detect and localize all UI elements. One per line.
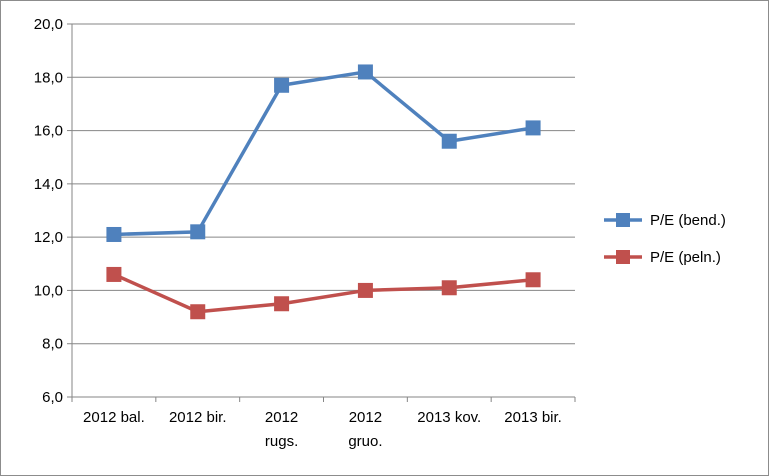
data-point-marker <box>274 77 290 93</box>
legend-marker <box>616 250 630 264</box>
data-point-marker <box>106 226 122 242</box>
x-tick-label: 2012 rugs. <box>265 409 298 450</box>
data-point-marker <box>525 120 541 136</box>
y-tick-label: 18,0 <box>34 69 63 86</box>
series-line <box>113 272 534 314</box>
legend: P/E (bend.) P/E (peln.) <box>604 212 726 266</box>
x-tick-label: 2012 bir. <box>169 409 227 426</box>
legend-label: P/E (bend.) <box>650 212 726 229</box>
axes <box>67 23 576 402</box>
x-tick-label-line: 2013 kov. <box>417 409 481 426</box>
legend-label: P/E (peln.) <box>650 249 721 266</box>
data-point-marker <box>274 296 290 312</box>
y-tick-label: 12,0 <box>34 229 63 246</box>
x-tick-label-line: 2012 bal. <box>83 409 145 426</box>
y-tick-label: 20,0 <box>34 16 63 33</box>
y-tick-label: 10,0 <box>34 282 63 299</box>
y-tick-labels: 6,0 8,0 10,0 12,0 14,0 16,0 18,0 20,0 <box>34 16 63 406</box>
data-point-marker <box>190 304 206 320</box>
data-point-marker <box>190 224 206 240</box>
legend-marker <box>616 213 630 227</box>
y-tick-label: 6,0 <box>42 389 63 406</box>
data-point-marker <box>525 272 541 288</box>
x-tick-label-line: 2013 bir. <box>504 409 562 426</box>
series-line <box>113 70 534 237</box>
data-point-marker <box>357 64 373 80</box>
y-tick-label: 14,0 <box>34 176 63 193</box>
series-group <box>106 64 541 320</box>
y-tick-label: 8,0 <box>42 336 63 353</box>
y-tick-label: 16,0 <box>34 123 63 140</box>
x-tick-label-line: 2012 bir. <box>169 409 227 426</box>
x-tick-label-line: 2012 <box>349 409 382 426</box>
data-point-marker <box>441 280 457 296</box>
x-tick-label-line: gruo. <box>348 433 382 450</box>
x-tick-label: 2012 gruo. <box>348 409 382 450</box>
x-tick-label-line: rugs. <box>265 433 298 450</box>
x-tick-labels: 2012 bal. 2012 bir. 2012 rugs. 2012 gruo. 2013… <box>83 409 562 450</box>
data-point-marker <box>357 282 373 298</box>
x-tick-label: 2012 bal. <box>83 409 145 426</box>
x-tick-label-line: 2012 <box>265 409 298 426</box>
data-point-marker <box>441 133 457 149</box>
x-tick-label: 2013 kov. <box>417 409 481 426</box>
x-tick-label: 2013 bir. <box>504 409 562 426</box>
data-point-marker <box>106 266 122 282</box>
